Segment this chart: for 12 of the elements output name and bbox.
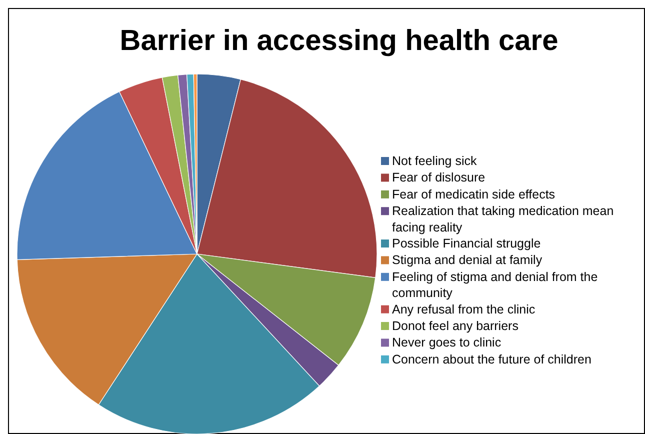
legend-label: Feeling of stigma and denial from the community — [392, 270, 598, 300]
legend-label: Never goes to clinic — [392, 336, 502, 350]
legend-label: Possible Financial struggle — [392, 236, 541, 250]
legend-label: Stigma and denial at family — [392, 253, 543, 268]
legend-label: Fear of dislosure — [392, 170, 486, 185]
legend-label: Concern about the future of children — [392, 352, 592, 366]
legend-label: Realization that taking medication mean facing reality — [392, 204, 614, 234]
legend-label: Donot feel any barriers — [392, 319, 518, 333]
legend-label: Any refusal from the clinic — [392, 302, 536, 316]
chart-title: Barrier in accessing health care — [120, 25, 558, 57]
legend-label: Not feeling sick — [392, 154, 478, 168]
legend-label: Fear of medicatin side effects — [392, 187, 556, 202]
